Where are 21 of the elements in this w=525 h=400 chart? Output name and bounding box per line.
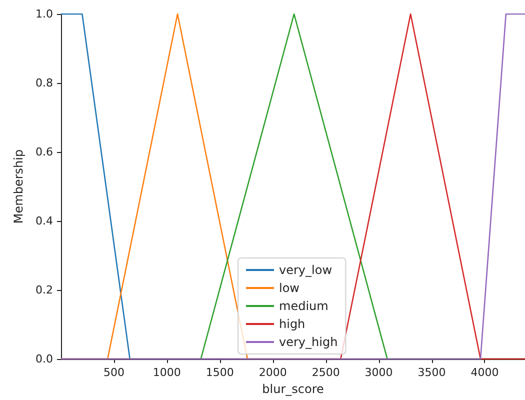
x-tick-label: 2000	[258, 366, 287, 379]
legend-label: medium	[279, 299, 328, 313]
x-tick-label: 1500	[206, 366, 234, 379]
x-tick-label: 3000	[364, 366, 393, 379]
legend-label: very_high	[279, 335, 338, 349]
y-tick-label: 1.0	[36, 8, 53, 20]
legend-label: low	[279, 281, 300, 295]
x-tick-label: 1000	[152, 366, 181, 379]
y-tick-label: 0.2	[36, 284, 53, 296]
y-axis-title: Membership	[12, 149, 26, 224]
y-tick-label: 0.8	[36, 76, 53, 90]
x-tick-label: 4000	[470, 366, 499, 379]
x-axis-title: blur_score	[262, 382, 324, 396]
x-tick-label: 500	[103, 366, 124, 379]
y-tick-label: 0.0	[36, 352, 53, 366]
legend-label: very_low	[279, 263, 332, 277]
x-tick-label: 3500	[418, 366, 446, 379]
legend-label: high	[279, 317, 306, 331]
y-tick-label: 0.6	[36, 146, 53, 158]
x-tick-label: 2500	[312, 366, 340, 379]
y-tick-label: 0.4	[36, 214, 53, 228]
